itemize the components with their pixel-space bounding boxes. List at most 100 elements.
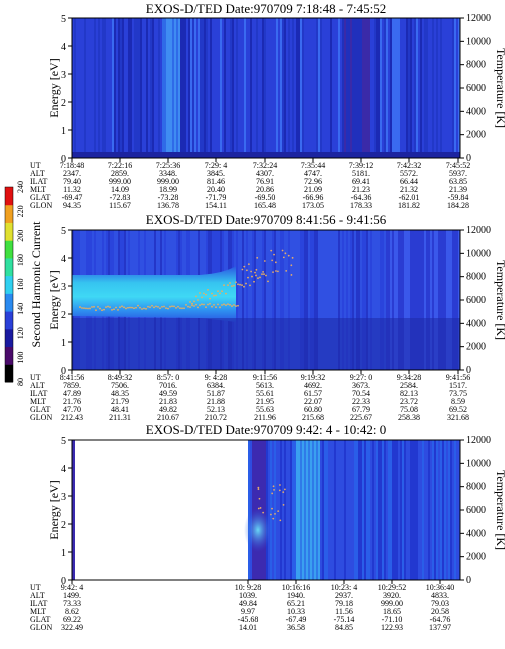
spectrogram-column [426, 230, 428, 370]
spectrogram-column [282, 230, 284, 370]
temperature-point [91, 306, 93, 308]
spectrogram-column [454, 440, 456, 580]
spectrogram-column [92, 18, 94, 158]
row-label: UT [30, 161, 41, 170]
temperature-point [113, 308, 115, 311]
table-cell: 1499. [63, 591, 81, 600]
temperature-point [87, 307, 89, 310]
temperature-point [211, 292, 213, 295]
temperature-point [149, 306, 151, 309]
spectrogram-column [450, 440, 452, 580]
spectrogram-column [304, 230, 306, 370]
temperature-point [147, 305, 149, 308]
y2-tick-label: 12000 [466, 225, 491, 236]
table-cell: 48.41 [111, 405, 129, 414]
y2-tick-label: 10000 [466, 248, 491, 259]
plasma-glow [244, 508, 272, 552]
spectrogram-column [314, 440, 316, 580]
spectrogram-column [326, 18, 328, 158]
spectrogram-column [110, 18, 112, 158]
table-cell: 8.59 [451, 397, 465, 406]
temperature-point [256, 256, 259, 259]
temperature-point [191, 302, 193, 305]
spectrogram-column [272, 440, 274, 580]
spectrogram-column [444, 440, 446, 580]
table-cell: 73.33 [63, 599, 81, 608]
table-cell: 5613. [256, 381, 274, 390]
spectrogram-column [444, 230, 446, 370]
table-cell: 21.32 [400, 185, 418, 194]
spectrogram [72, 440, 460, 580]
spectrogram-column [450, 18, 452, 158]
spectrogram-column [84, 18, 86, 158]
spectrogram-column [122, 18, 124, 158]
spectrogram-column [332, 440, 334, 580]
table-cell: 210.67 [157, 413, 179, 422]
spectrogram-column [458, 230, 460, 370]
spectrogram-column [218, 18, 220, 158]
spectrogram-column [296, 440, 298, 580]
y-tick-label: 2 [61, 98, 66, 109]
table-cell: 79.03 [431, 599, 449, 608]
spectrogram-column [242, 230, 244, 370]
colorbar-segment [5, 275, 13, 294]
y2-tick-label: 6000 [466, 295, 486, 306]
spectrogram-column [278, 440, 280, 580]
table-cell: 6384. [207, 381, 225, 390]
spectrogram-column [298, 230, 300, 370]
temperature-point [284, 252, 287, 255]
spectrogram-column [282, 18, 284, 158]
temperature-point [257, 486, 260, 489]
table-cell: 3920. [383, 591, 401, 600]
spectrogram-column [446, 230, 448, 370]
table-cell: -72.83 [110, 193, 131, 202]
table-cell: 23.72 [400, 397, 418, 406]
y-tick-label: 0 [61, 576, 66, 587]
spectrogram-column [452, 440, 454, 580]
temperature-point [145, 307, 147, 310]
table-cell: -45.68 [238, 615, 259, 624]
spectrogram-column [280, 230, 282, 370]
temperature-point [272, 271, 274, 274]
spectrogram-column [440, 230, 442, 370]
spectrogram-column [214, 18, 216, 158]
spectrogram-column [404, 18, 406, 158]
table-cell: 3845. [207, 169, 225, 178]
table-cell: 211.96 [254, 413, 276, 422]
colorbar-segment [5, 187, 13, 206]
spectrogram-column [438, 18, 440, 158]
table-cell: 10:36:40 [426, 583, 454, 592]
spectrogram-column [364, 440, 366, 580]
table-cell: 79.40 [63, 177, 81, 186]
temperature-point [257, 277, 259, 280]
y-axis-label: Energy [eV] [47, 480, 61, 539]
spectrogram-column [118, 18, 120, 158]
spectrogram-column [270, 230, 272, 370]
spectrogram-column [338, 230, 340, 370]
spectrogram-column [272, 230, 274, 370]
temperature-point [101, 309, 103, 312]
temperature-point [201, 296, 203, 299]
spectrogram-column [406, 440, 408, 580]
y2-tick-label: 12000 [466, 435, 491, 446]
spectrogram-column [274, 18, 276, 158]
spectrogram-column [80, 18, 82, 158]
temperature-point [103, 308, 105, 311]
spectrogram-column [402, 440, 404, 580]
temperature-point [274, 261, 277, 264]
temperature-point [159, 307, 161, 310]
spectrogram-column [330, 440, 332, 580]
y-tick-label: 0 [61, 366, 66, 377]
spectrogram-column [288, 230, 290, 370]
table-cell: 69.22 [63, 615, 81, 624]
spectrogram-column [234, 18, 236, 158]
spectrogram-column [302, 440, 304, 580]
table-cell: 10.33 [287, 607, 305, 616]
spectrogram-column [338, 18, 340, 158]
temperature-point [235, 305, 237, 307]
spectrogram-column [428, 18, 430, 158]
table-cell: -69.47 [62, 193, 83, 202]
table-cell: 136.78 [157, 201, 179, 210]
spectrogram-column [380, 440, 382, 580]
spectrogram-column [276, 18, 278, 158]
